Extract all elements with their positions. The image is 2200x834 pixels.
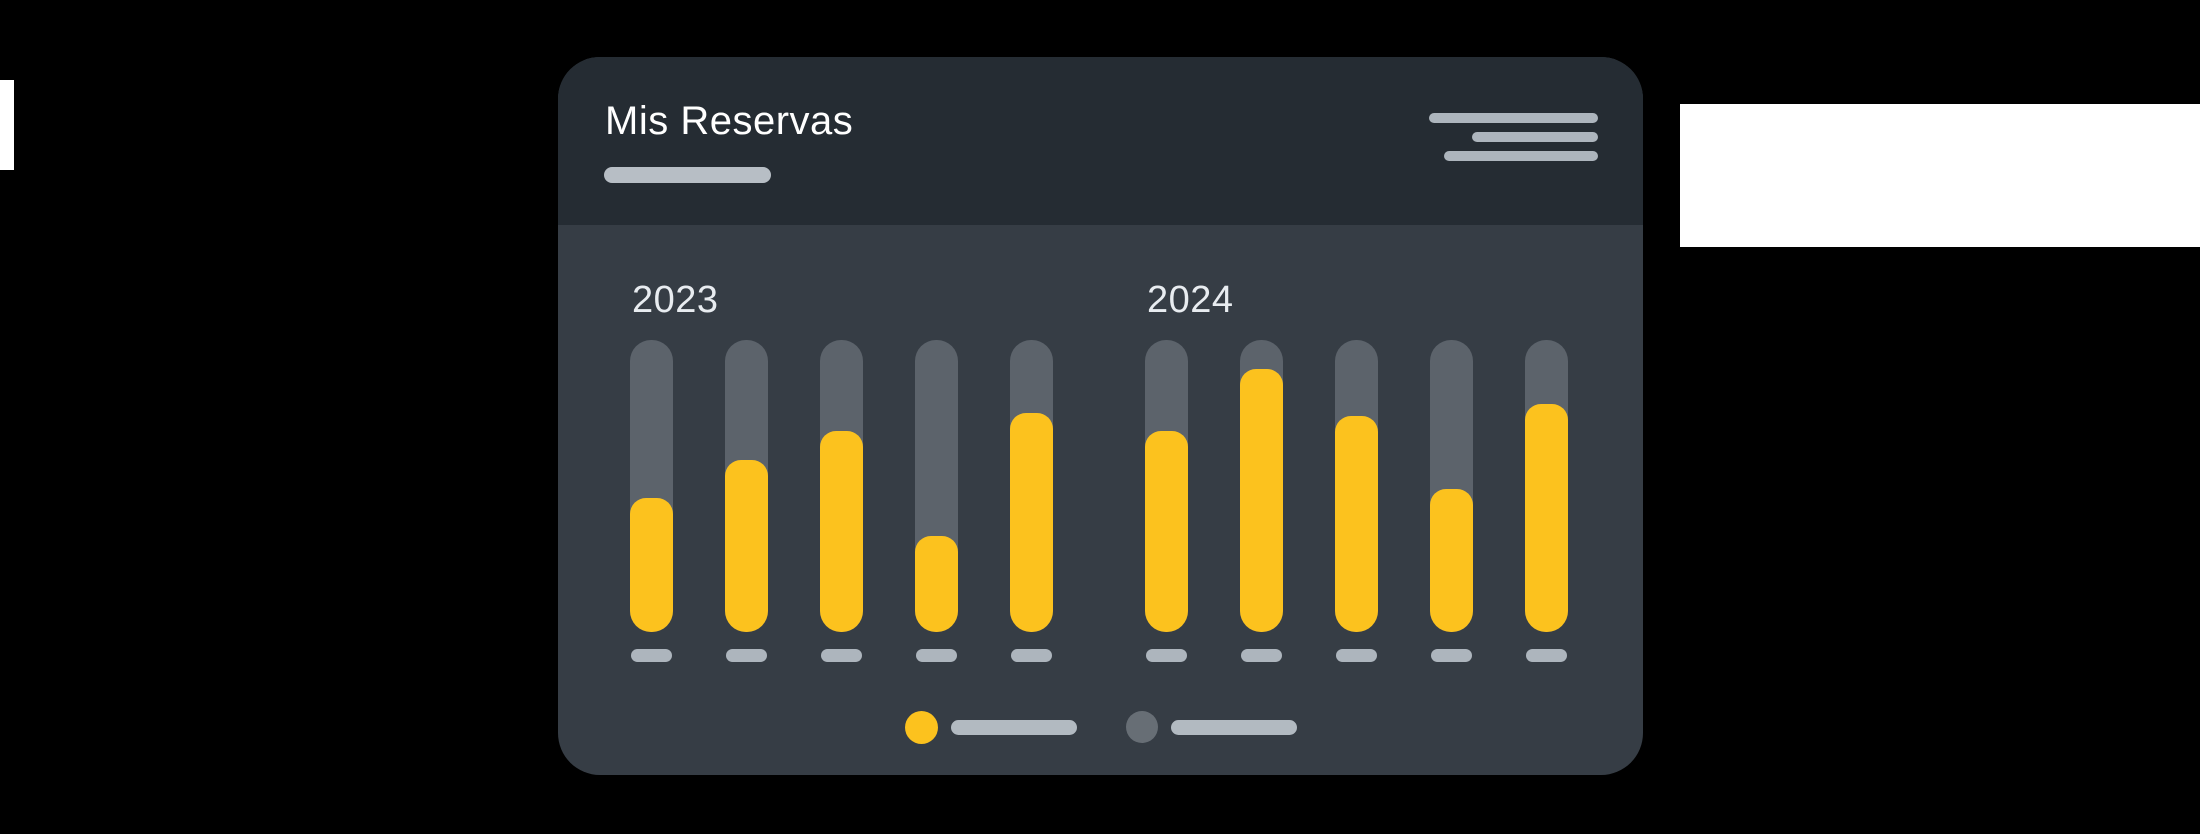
bar-axis-dash <box>821 649 862 662</box>
background-white-panel <box>1680 104 2200 247</box>
legend-swatch-yellow-icon <box>904 710 938 744</box>
bar <box>630 340 673 662</box>
legend-label-pill <box>950 719 1077 735</box>
bar <box>1335 340 1378 662</box>
bar-track <box>1525 340 1568 632</box>
bar-axis-dash <box>1431 649 1472 662</box>
bar-fill <box>1240 369 1283 632</box>
background-white-strip <box>0 80 14 170</box>
bar-axis-dash <box>1241 649 1282 662</box>
menu-line <box>1429 113 1598 123</box>
year-label: 2024 <box>1147 279 1234 321</box>
bar-track <box>725 340 768 632</box>
chart-area: 2023 2024 <box>558 225 1643 775</box>
bar-fill <box>1335 415 1378 632</box>
bar-axis-dash <box>1336 649 1377 662</box>
bar-track <box>1335 340 1378 632</box>
hamburger-menu-icon[interactable] <box>1429 113 1598 161</box>
bar-axis-dash <box>726 649 767 662</box>
legend-item-current[interactable] <box>904 710 1077 744</box>
bar-fill <box>1010 413 1053 632</box>
bar-fill <box>1525 404 1568 632</box>
bar-fill <box>1145 430 1188 632</box>
bar <box>820 340 863 662</box>
menu-line <box>1472 132 1598 142</box>
card-header: Mis Reservas <box>558 57 1643 225</box>
legend-item-previous[interactable] <box>1125 711 1297 743</box>
chart-legend <box>558 710 1643 744</box>
bar <box>1010 340 1053 662</box>
bar-axis-dash <box>1011 649 1052 662</box>
bar <box>1145 340 1188 662</box>
bar-track <box>820 340 863 632</box>
title-underline <box>604 167 771 183</box>
reservations-card: Mis Reservas 2023 2024 <box>558 57 1643 775</box>
bar-track <box>630 340 673 632</box>
bar-axis-dash <box>1146 649 1187 662</box>
bar-axis-dash <box>631 649 672 662</box>
menu-line <box>1444 151 1598 161</box>
bar <box>1430 340 1473 662</box>
bar-fill <box>630 497 673 632</box>
bar-fill <box>725 459 768 632</box>
bar <box>915 340 958 662</box>
bar-fill <box>820 430 863 632</box>
bar-axis-dash <box>916 649 957 662</box>
bar-track <box>1430 340 1473 632</box>
legend-swatch-gray-icon <box>1125 711 1158 743</box>
year-label: 2023 <box>632 279 719 321</box>
bar-fill <box>915 535 958 632</box>
bar-track <box>915 340 958 632</box>
bar-track <box>1145 340 1188 632</box>
bar <box>1525 340 1568 662</box>
bar-track <box>1010 340 1053 632</box>
bar-fill <box>1430 488 1473 632</box>
bar-axis-dash <box>1526 649 1567 662</box>
legend-label-pill <box>1170 719 1297 735</box>
bar <box>1240 340 1283 662</box>
page-title: Mis Reservas <box>605 99 854 143</box>
bar-track <box>1240 340 1283 632</box>
bar <box>725 340 768 662</box>
